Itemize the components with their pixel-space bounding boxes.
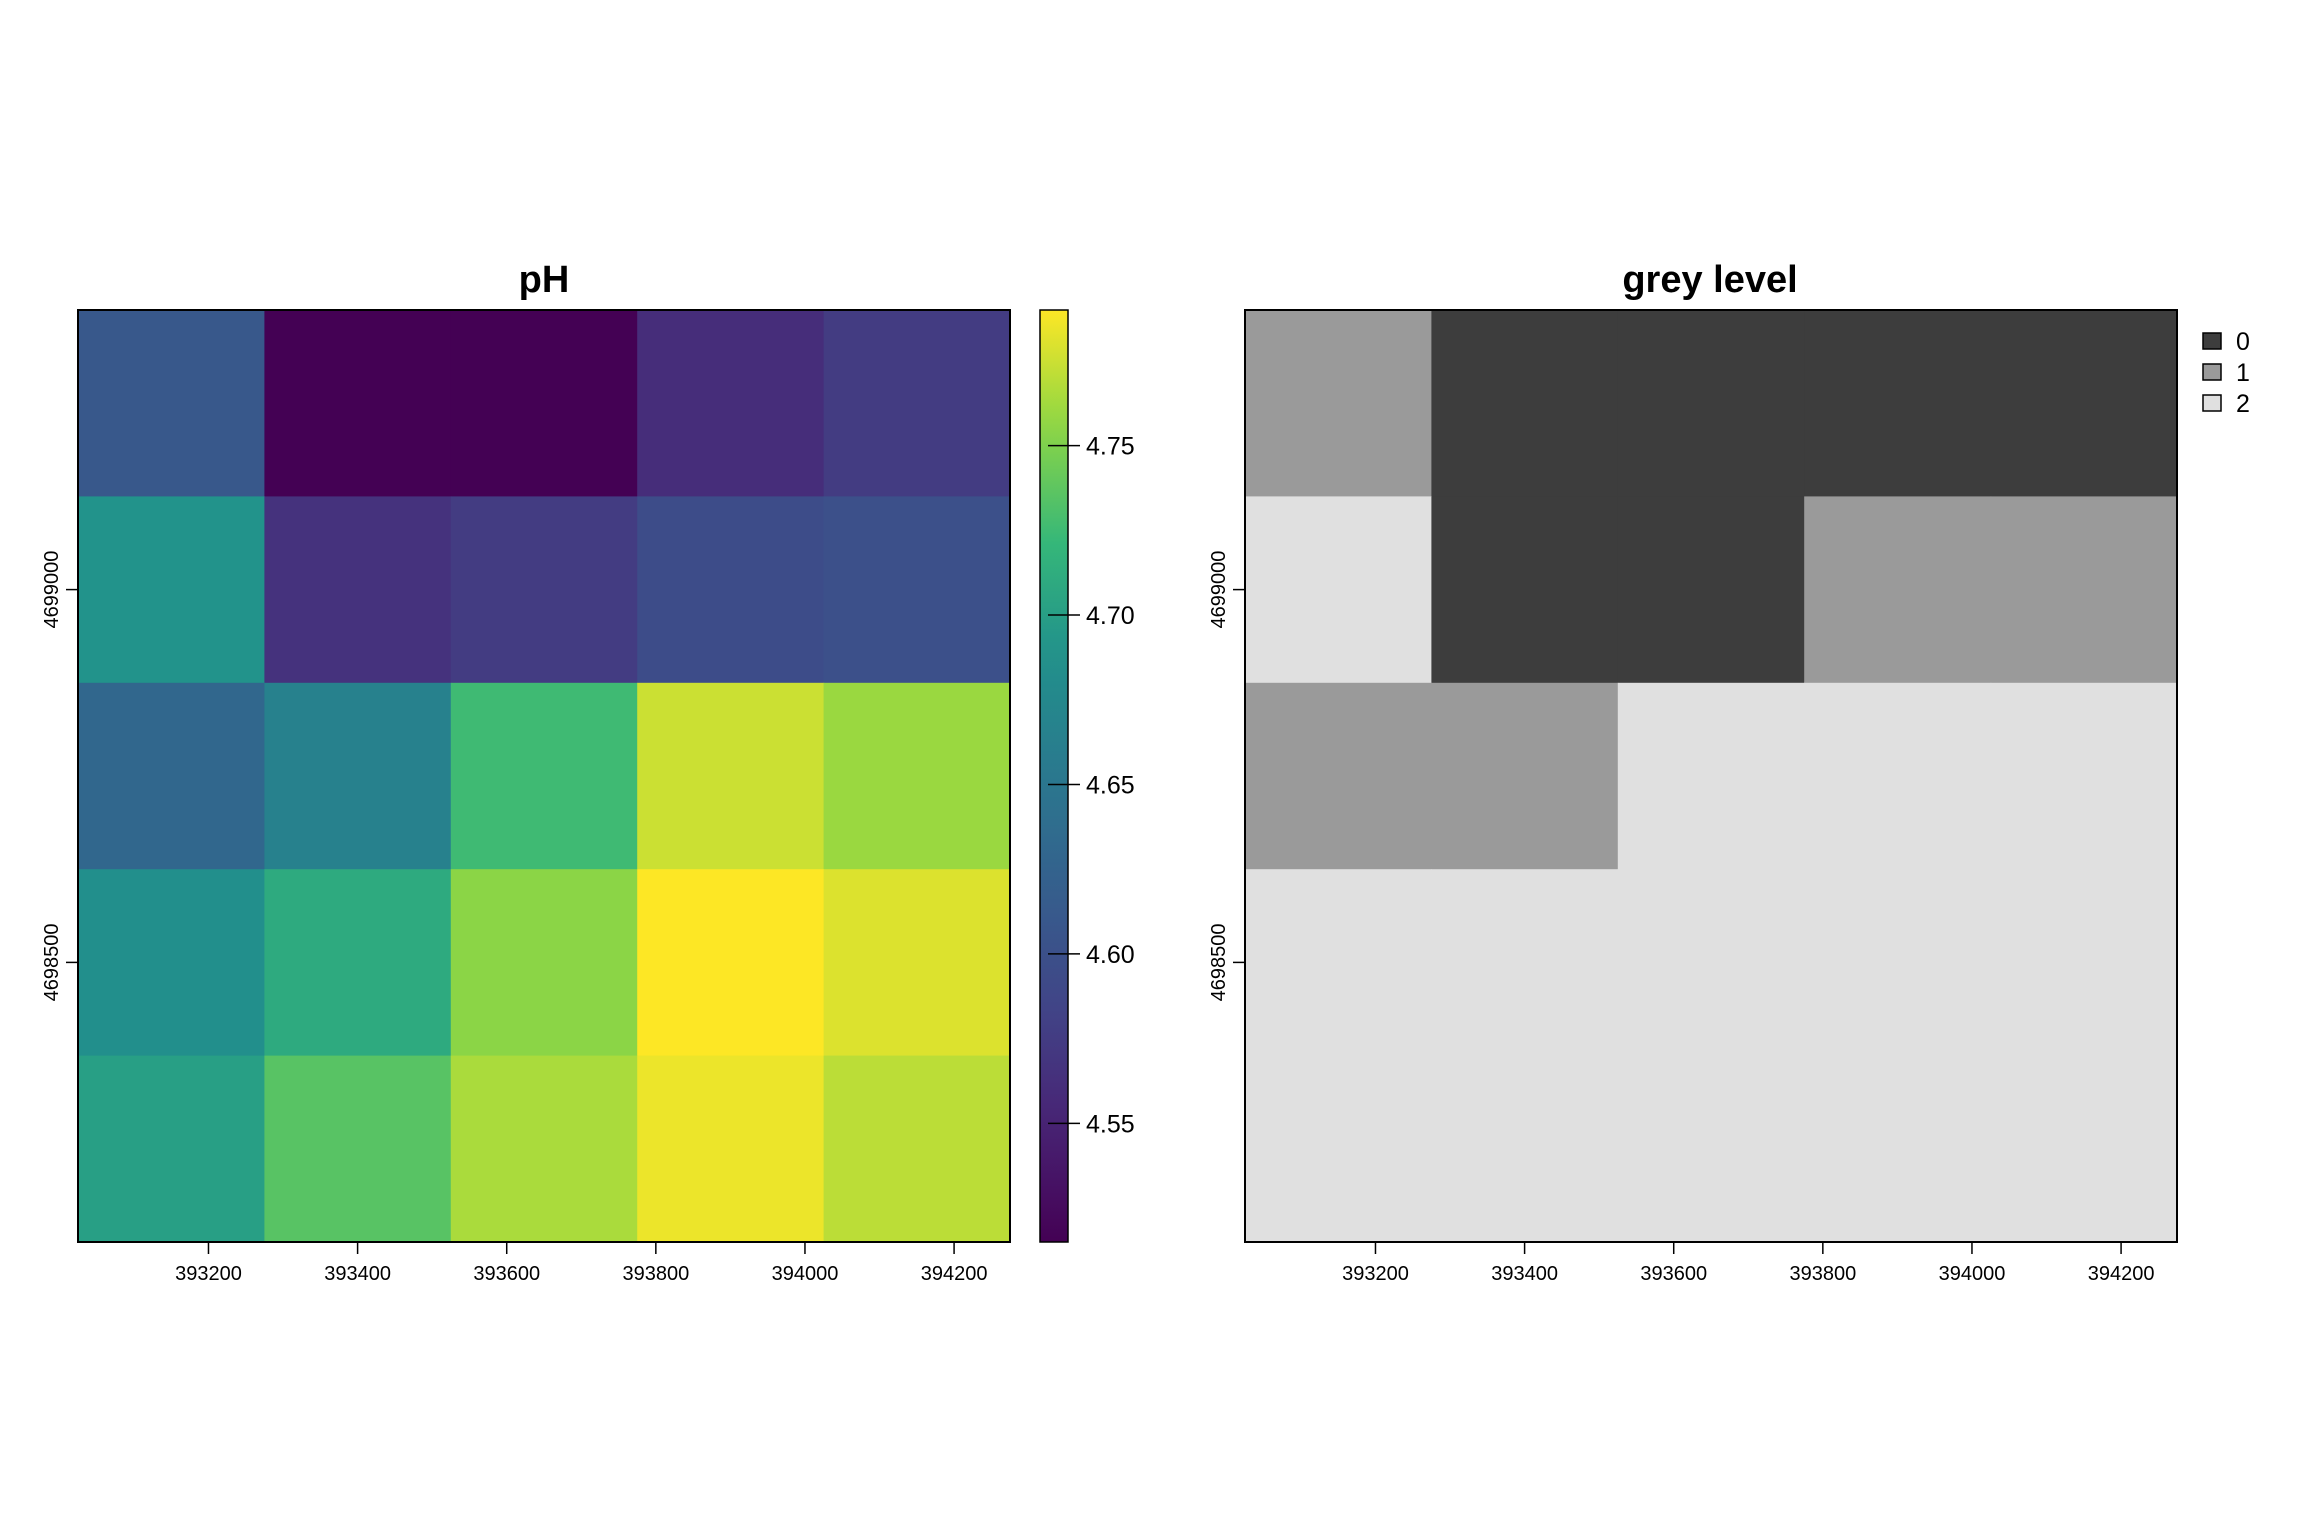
grey-level-cell [1431,496,1619,684]
grey-level-cell [1990,1055,2178,1243]
grey-level-cell [1804,496,1992,684]
grey-level-cell [1431,310,1619,497]
grey-level-cell [1617,682,1805,870]
grey-level-legend-swatch [2202,394,2222,412]
ph-cell [637,682,825,870]
grey-level-cell [1245,869,1432,1057]
ph-colorbar-ramp [1039,309,1069,1243]
ph-cell [78,682,265,870]
ph-cell [637,869,825,1057]
ph-colorbar: 4.55 4.60 4.65 4.70 4.75 [1039,309,1135,1243]
grey-level-cell [1245,310,1432,497]
grey-level-cell [1617,310,1805,497]
grey-level-title: grey level [1622,259,1797,301]
grey-level-x-tick-label: 393800 [1789,1263,1856,1285]
ph-cell [264,310,452,497]
grey-level-cell [1990,310,2178,497]
ph-cell [450,496,638,684]
ph-cell [823,1055,1011,1243]
ph-cell [823,682,1011,870]
ph-cell [450,1055,638,1243]
grey-level-legend-swatch [2202,332,2222,350]
grey-level-y-axis: 4698500 4699000 [1208,551,1246,1001]
ph-colorbar-tick-label: 4.65 [1086,771,1135,799]
grey-level-legend: 0 1 2 [2202,328,2250,418]
ph-raster [78,310,1011,1243]
ph-cell [450,682,638,870]
grey-level-cell [1617,496,1805,684]
grey-level-y-tick-label: 4699000 [1208,551,1230,629]
grey-level-cell [1990,869,2178,1057]
grey-level-raster [1245,310,2178,1243]
ph-cell [823,869,1011,1057]
ph-x-tick-label: 393600 [473,1263,540,1285]
ph-x-tick-label: 393200 [175,1263,242,1285]
grey-level-legend-swatch [2202,363,2222,381]
grey-level-legend-label: 1 [2236,359,2250,387]
ph-cell [823,496,1011,684]
ph-x-tick-label: 393800 [622,1263,689,1285]
grey-level-cell [1245,682,1432,870]
ph-colorbar-tick-label: 4.60 [1086,941,1135,969]
ph-y-tick-label: 4699000 [41,551,63,629]
ph-cell [264,496,452,684]
grey-level-cell [1804,869,1992,1057]
ph-title: pH [519,259,570,301]
grey-level-x-tick-label: 393400 [1491,1263,1558,1285]
ph-panel: pH 393200 393400 393600 393800 394000 394200 … [41,259,1135,1285]
grey-level-cell [1431,1055,1619,1243]
ph-y-tick-label: 4698500 [41,923,63,1001]
grey-level-cell [1245,1055,1432,1243]
grey-level-cell [1431,682,1619,870]
grey-level-x-tick-label: 394200 [2088,1263,2155,1285]
grey-level-x-tick-label: 393200 [1342,1263,1409,1285]
ph-cell [450,310,638,497]
grey-level-cell [1804,310,1992,497]
grey-level-cell [1804,682,1992,870]
ph-colorbar-ticks: 4.55 4.60 4.65 4.70 4.75 [1048,433,1135,1138]
ph-cell [78,1055,265,1243]
ph-cell [78,310,265,497]
grey-level-legend-label: 0 [2236,328,2250,356]
ph-cell [264,869,452,1057]
grey-level-cell [1245,496,1432,684]
grey-level-cell [1990,682,2178,870]
grey-level-cell [1617,1055,1805,1243]
ph-colorbar-tick-label: 4.75 [1086,433,1135,461]
ph-cell [637,1055,825,1243]
grey-level-x-tick-label: 393600 [1640,1263,1707,1285]
ph-x-tick-label: 394000 [772,1263,839,1285]
ph-cell [264,1055,452,1243]
ph-cell [78,869,265,1057]
grey-level-panel: grey level 393200 393400 393600 393800 39400… [1208,259,2250,1285]
ph-cell [637,496,825,684]
ph-colorbar-tick-label: 4.70 [1086,602,1135,630]
grey-level-cell [1431,869,1619,1057]
ph-y-axis: 4698500 4699000 [41,551,79,1001]
ph-x-axis: 393200 393400 393600 393800 394000 394200 [175,1241,988,1285]
grey-level-x-axis: 393200 393400 393600 393800 394000 394200 [1342,1241,2155,1285]
ph-cell [637,310,825,497]
ph-x-tick-label: 393400 [324,1263,391,1285]
grey-level-cell [1804,1055,1992,1243]
ph-cell [78,496,265,684]
grey-level-cell [1990,496,2178,684]
ph-cell [264,682,452,870]
ph-x-tick-label: 394200 [921,1263,988,1285]
grey-level-x-tick-label: 394000 [1939,1263,2006,1285]
ph-colorbar-tick-label: 4.55 [1086,1110,1135,1138]
grey-level-legend-label: 2 [2236,390,2250,418]
grey-level-y-tick-label: 4698500 [1208,923,1230,1001]
ph-cell [823,310,1011,497]
grey-level-cell [1617,869,1805,1057]
ph-cell [450,869,638,1057]
